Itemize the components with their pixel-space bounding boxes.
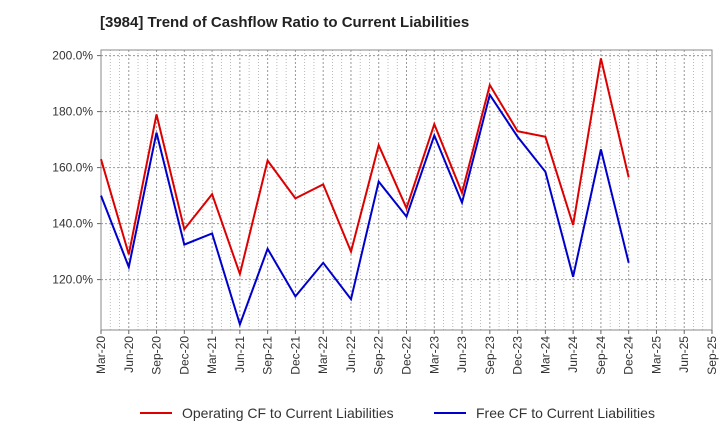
x-tick-label: Dec-23 xyxy=(511,336,525,375)
x-tick-label: Mar-23 xyxy=(427,336,441,374)
x-tick-label: Jun-25 xyxy=(677,336,691,373)
x-tick-label: Sep-23 xyxy=(483,336,497,375)
x-tick-label: Mar-25 xyxy=(649,336,663,374)
x-tick-label: Mar-20 xyxy=(94,336,108,374)
x-tick-label: Jun-20 xyxy=(122,336,136,373)
y-tick-label: 200.0% xyxy=(52,49,93,63)
y-tick-label: 140.0% xyxy=(52,217,93,231)
x-tick-label: Dec-21 xyxy=(288,336,302,375)
series-line-free-cf xyxy=(100,92,630,328)
x-tick-label: Sep-21 xyxy=(261,336,275,375)
x-tick-label: Dec-22 xyxy=(400,336,414,375)
x-tick-label: Jun-23 xyxy=(455,336,469,373)
x-tick-label: Jun-22 xyxy=(344,336,358,373)
x-tick-label: Dec-20 xyxy=(177,336,191,375)
legend-item-free-cf: Free CF to Current Liabilities xyxy=(434,405,655,421)
legend-item-operating-cf: Operating CF to Current Liabilities xyxy=(140,405,394,421)
legend-swatch-free-cf xyxy=(434,412,466,414)
plot-area: 120.0% 140.0% 160.0% 180.0% 200.0% Mar-20 Jun-… xyxy=(52,49,719,375)
x-tick-label: Jun-24 xyxy=(566,336,580,373)
legend-label-free-cf: Free CF to Current Liabilities xyxy=(476,405,655,421)
y-tick-label: 120.0% xyxy=(52,273,93,287)
legend-label-operating-cf: Operating CF to Current Liabilities xyxy=(182,405,394,421)
x-tick-label: Dec-24 xyxy=(622,336,636,375)
series-line-operating-cf xyxy=(100,58,630,278)
legend-swatch-operating-cf xyxy=(140,412,172,414)
x-tick-label: Mar-24 xyxy=(538,336,552,374)
x-tick-label: Sep-25 xyxy=(705,336,719,375)
y-tick-label: 180.0% xyxy=(52,105,93,119)
x-tick-label: Mar-22 xyxy=(316,336,330,374)
x-tick-label: Sep-22 xyxy=(372,336,386,375)
x-tick-label: Sep-20 xyxy=(150,336,164,375)
x-tick-label: Jun-21 xyxy=(233,336,247,373)
y-tick-label: 160.0% xyxy=(52,161,93,175)
x-tick-label: Mar-21 xyxy=(205,336,219,374)
chart-title: [3984] Trend of Cashflow Ratio to Curren… xyxy=(100,14,470,31)
legend: Operating CF to Current Liabilities Free… xyxy=(0,405,720,425)
x-tick-label: Sep-24 xyxy=(594,336,608,375)
